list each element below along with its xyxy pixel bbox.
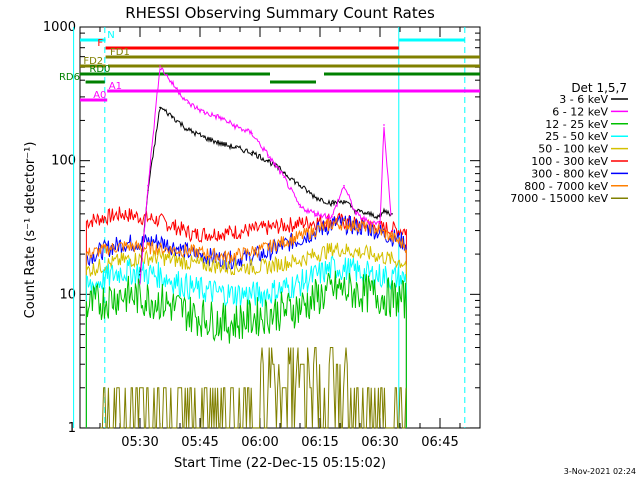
y-tick-label: 100 bbox=[51, 154, 76, 169]
legend-label: 100 - 300 keV bbox=[531, 155, 608, 168]
data-point bbox=[203, 111, 205, 114]
plot-area: 1 10 100 1000 05:30 05:45 06:00 06:15 06:30 06:45… bbox=[43, 20, 481, 450]
series-line-25-50keV bbox=[85, 255, 407, 428]
data-point bbox=[267, 154, 269, 156]
data-point bbox=[331, 216, 333, 218]
data-point bbox=[147, 184, 149, 187]
legend-label: 12 - 25 keV bbox=[545, 118, 608, 131]
flag-label: FD1 bbox=[110, 47, 130, 58]
data-point bbox=[139, 282, 141, 285]
data-point bbox=[383, 210, 385, 212]
data-point bbox=[235, 146, 237, 149]
legend-label: 7000 - 15000 keV bbox=[510, 192, 608, 205]
y-tick-label: 1000 bbox=[43, 20, 76, 35]
data-point bbox=[343, 184, 345, 187]
series-line-6-12keV bbox=[139, 66, 392, 283]
data-point bbox=[383, 124, 385, 126]
x-tick-label: 06:30 bbox=[361, 435, 398, 450]
data-point bbox=[391, 213, 393, 215]
data-point bbox=[299, 206, 301, 208]
legend-label: 3 - 6 keV bbox=[559, 93, 608, 106]
x-tick-label: 06:00 bbox=[241, 435, 278, 450]
data-point bbox=[159, 106, 161, 109]
y-tick-label: 1 bbox=[68, 421, 76, 436]
flag-label: FD2 bbox=[83, 56, 103, 67]
flag-label: N bbox=[107, 30, 114, 41]
data-point bbox=[235, 125, 237, 128]
series-line-800-7000keV bbox=[85, 217, 407, 428]
x-tick-label: 06:15 bbox=[301, 435, 338, 450]
legend-label: 300 - 800 keV bbox=[531, 167, 608, 180]
data-point bbox=[355, 213, 357, 215]
data-point bbox=[315, 213, 317, 215]
flag-label: A0 bbox=[93, 90, 106, 101]
data-point bbox=[171, 82, 173, 84]
data-point bbox=[251, 132, 253, 135]
series-line-high-energy bbox=[100, 347, 407, 429]
y-axis-label: Count Rate (s⁻¹ detector⁻¹) bbox=[23, 142, 38, 319]
data-point bbox=[343, 200, 345, 202]
data-point bbox=[315, 196, 317, 199]
data-point bbox=[159, 65, 161, 67]
data-point bbox=[391, 229, 393, 232]
flag-label: A1 bbox=[109, 81, 122, 92]
data-point bbox=[219, 142, 221, 145]
legend-title: Det 1,5,7 bbox=[571, 81, 627, 95]
chart-title: RHESSI Observing Summary Count Rates bbox=[125, 4, 435, 22]
data-point bbox=[367, 220, 369, 223]
series-line-12-25keV bbox=[85, 270, 407, 428]
legend-label: 50 - 100 keV bbox=[538, 143, 608, 156]
x-tick-label: 05:45 bbox=[181, 435, 218, 450]
data-point bbox=[171, 115, 173, 118]
flag-label: RD6 bbox=[59, 72, 80, 83]
footer-date: 3-Nov-2021 02:24 bbox=[564, 467, 636, 476]
data-point bbox=[379, 222, 381, 225]
legend-label: 800 - 7000 keV bbox=[524, 180, 608, 193]
data-point bbox=[187, 129, 189, 131]
data-point bbox=[299, 184, 301, 187]
data-point bbox=[187, 102, 189, 104]
flag-label: F bbox=[97, 38, 103, 49]
data-point bbox=[331, 202, 333, 205]
y-tick-label: 10 bbox=[59, 287, 76, 302]
flag-label: RD0 bbox=[89, 64, 110, 75]
data-point bbox=[283, 171, 285, 173]
x-tick-label: 05:30 bbox=[121, 435, 158, 450]
data-point bbox=[267, 159, 269, 162]
data-point bbox=[203, 136, 205, 138]
series-line-3-6keV bbox=[139, 106, 392, 273]
data-point bbox=[283, 176, 285, 179]
legend-label: 6 - 12 keV bbox=[552, 105, 608, 118]
data-point bbox=[219, 116, 221, 119]
x-axis-label: Start Time (22-Dec-15 05:15:02) bbox=[174, 456, 386, 471]
data-point bbox=[367, 213, 369, 215]
legend-label: 25 - 50 keV bbox=[545, 130, 608, 143]
data-point bbox=[251, 151, 253, 154]
series-line-50-100keV bbox=[85, 242, 407, 428]
x-tick-label: 06:45 bbox=[421, 435, 458, 450]
